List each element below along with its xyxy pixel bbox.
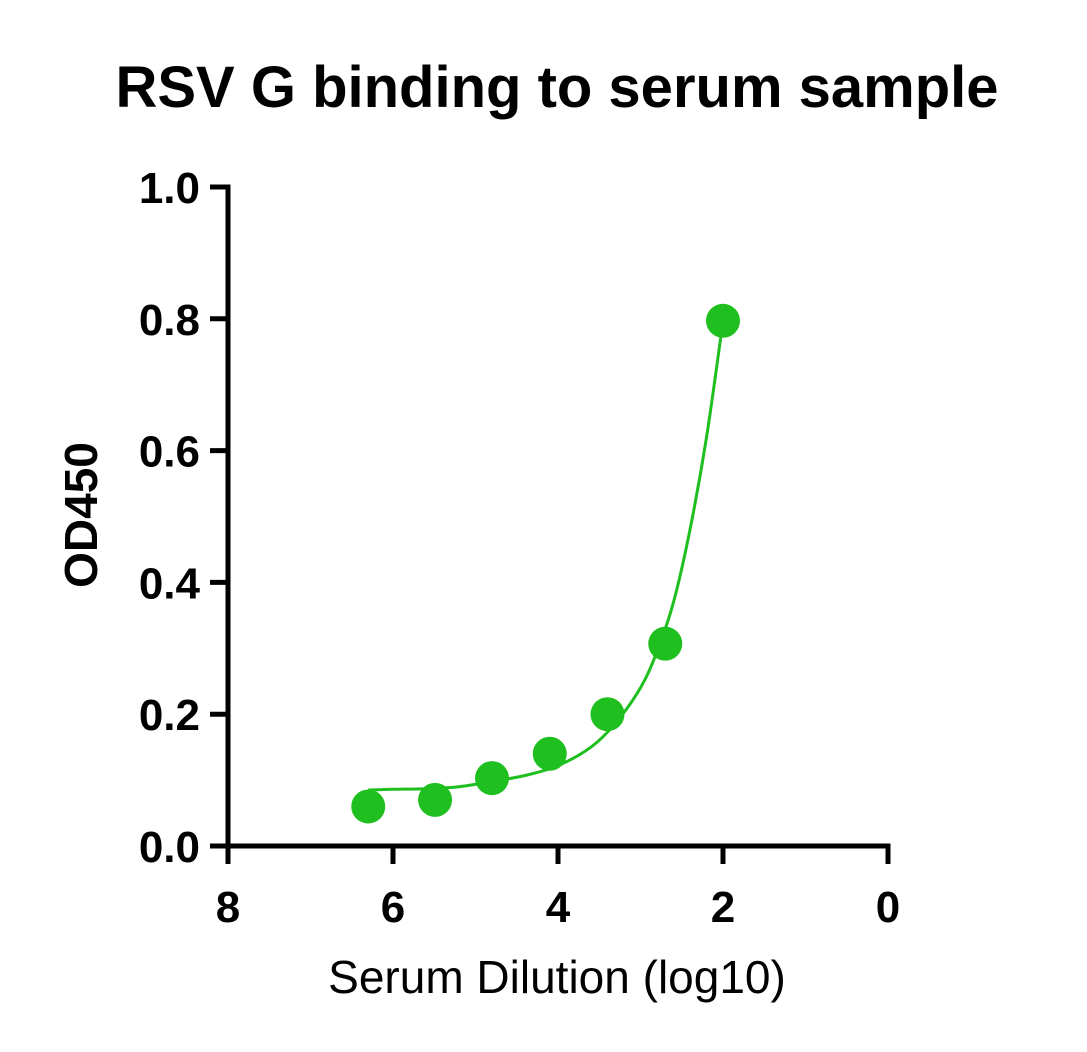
- data-point: [590, 697, 625, 732]
- y-tick-label: 0.0: [139, 823, 200, 872]
- y-tick-label: 0.8: [139, 296, 200, 345]
- fit-curve-layer: [368, 320, 725, 792]
- data-point: [418, 782, 453, 817]
- y-tick-label: 0.2: [139, 691, 200, 740]
- x-tick-label: 8: [216, 883, 240, 932]
- y-tick-label: 1.0: [139, 164, 200, 213]
- y-axis-label: OD450: [55, 442, 107, 588]
- data-points-layer: [351, 303, 740, 824]
- data-point: [475, 761, 509, 796]
- x-axis-label: Serum Dilution (log10): [328, 951, 786, 1003]
- fit-curve: [368, 320, 725, 792]
- x-tick-label: 0: [876, 883, 900, 932]
- x-tick-label: 2: [711, 883, 735, 932]
- data-point: [351, 789, 386, 824]
- y-tick-label: 0.6: [139, 428, 200, 477]
- y-tick-label: 0.4: [139, 559, 201, 608]
- data-point: [648, 626, 683, 661]
- x-tick-label: 4: [546, 883, 571, 932]
- data-point: [706, 303, 740, 338]
- data-point: [532, 736, 567, 771]
- axes-layer: 0.0 0.2 0.4 0.6 0.8 1.0 8 6 4 2 0: [139, 164, 900, 932]
- chart-title: RSV G binding to serum sample: [115, 55, 998, 120]
- x-tick-label: 6: [381, 883, 405, 932]
